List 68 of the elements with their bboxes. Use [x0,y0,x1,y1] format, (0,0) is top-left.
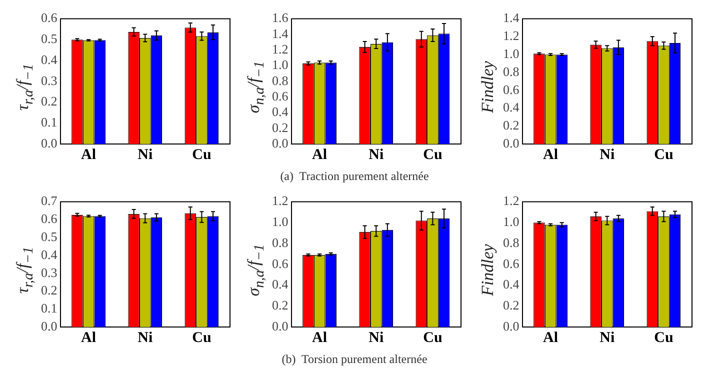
y-tick-label: 0.6 [502,256,520,271]
x-tick-label: Ni [368,146,384,163]
y-tick-label: 0.6 [502,82,520,97]
y-tick-label: 0.0 [502,135,519,150]
y-tick-label: 0.1 [40,300,57,316]
y-tick-label: 0.6 [272,88,288,104]
y-tick-label: 1.0 [502,46,519,61]
y-tick-label: 0.4 [272,276,288,292]
x-tick-label: Cu [654,146,673,163]
x-tick-label: Al [542,146,558,163]
y-tick-label: 0.0 [40,318,57,334]
text: (b) Torsion purement alternée [282,352,428,367]
y-tick-label: 0.7 [40,193,58,208]
x-tick-label: Al [80,146,96,163]
y-tick-label: 1.4 [272,26,288,41]
y-tick-label: 0.2 [502,298,519,313]
y-tick-label: 0.2 [272,120,288,135]
y-tick-label: 1.2 [272,42,288,57]
y-tick-label: 0.8 [502,64,519,79]
y-tick-label: 1.2 [502,28,519,44]
x-tick-label: Ni [599,330,614,346]
y-tick-label: 0.6 [40,211,58,226]
y-tick-label: 0.4 [502,100,520,115]
y-tick-label: 0.8 [272,234,288,250]
x-tick-label: Al [312,146,327,163]
y-tick-label: 0.0 [502,318,519,334]
y-axis-title: Findley [478,244,498,296]
x-tick-label: Al [80,330,96,346]
y-tick-label: 0.6 [40,10,58,26]
y-tick-label: 0.6 [272,256,288,271]
x-tick-label: Al [542,330,558,346]
x-tick-label: Ni [137,330,152,346]
y-tick-label: 1.0 [502,214,519,230]
x-tick-label: Ni [368,330,384,346]
x-tick-label: Cu [422,146,442,163]
y-tick-label: 0.4 [272,104,288,120]
y-tick-label: 1.6 [272,10,288,26]
x-tick-label: Cu [422,330,442,346]
y-tick-label: 0.8 [272,72,288,88]
y-tick-label: 1.4 [502,10,520,26]
y-tick-label: 0.4 [40,52,58,67]
x-tick-label: Cu [192,330,211,346]
y-tick-label: 0.0 [272,135,288,150]
y-tick-label: 0.2 [40,94,57,109]
x-tick-label: Ni [599,146,614,163]
y-tick-label: 1.2 [502,193,519,208]
y-tick-label: 0.4 [40,246,58,262]
y-tick-label: 1.2 [272,193,288,208]
y-tick-label: 0.5 [40,228,57,244]
y-tick-label: 0.3 [40,72,57,88]
y-axis-title: Findley [478,61,498,113]
y-tick-label: 0.5 [40,31,57,46]
y-tick-label: 0.2 [502,118,519,133]
y-tick-label: 0.3 [40,264,57,280]
y-tick-label: 0.1 [40,114,57,130]
y-tick-label: 1.0 [272,214,288,230]
x-tick-label: Cu [654,330,673,346]
y-tick-label: 0.0 [40,135,57,150]
y-tick-label: 0.4 [502,276,520,292]
y-tick-label: 0.2 [272,298,288,313]
y-tick-label: 0.2 [40,282,57,298]
y-tick-label: 1.0 [272,57,288,72]
y-tick-label: 0.8 [502,234,519,250]
text: (a) Traction purement alternée [280,169,429,184]
x-tick-label: Cu [192,146,211,163]
x-tick-label: Ni [137,146,152,163]
y-tick-label: 0.0 [272,318,288,334]
x-tick-label: Al [312,330,327,346]
